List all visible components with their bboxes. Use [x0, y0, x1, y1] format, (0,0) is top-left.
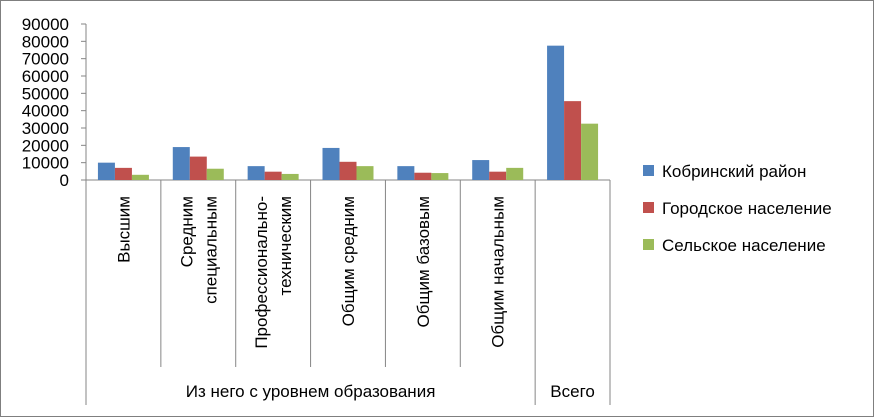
- bar-3-1: [131, 174, 149, 180]
- bar-3-2: [206, 168, 224, 180]
- y-tick-label: 30000: [22, 119, 69, 138]
- y-tick-label: 60000: [22, 67, 69, 86]
- y-tick-label: 40000: [22, 102, 69, 121]
- bar-1-7: [547, 45, 565, 180]
- group-labels: Из него с уровнем образования Всего: [186, 382, 595, 401]
- legend-label: Кобринский район: [662, 162, 806, 181]
- bar-3-5: [431, 173, 449, 180]
- y-tick-label: 0: [60, 171, 69, 190]
- bar-1-4: [322, 147, 340, 180]
- legend-swatch: [643, 202, 654, 213]
- bar-2-3: [264, 171, 282, 180]
- legend-swatch: [643, 239, 654, 250]
- bar-2-6: [489, 171, 507, 180]
- bar-1-2: [172, 147, 190, 180]
- legend: Кобринский район Городское население Сельс…: [643, 162, 832, 255]
- bar-1-1: [97, 162, 115, 180]
- category-label: Средним: [177, 196, 196, 267]
- group-label: Всего: [550, 382, 595, 401]
- category-label: Профессионально-: [252, 196, 271, 349]
- bar-3-7: [581, 123, 599, 180]
- bar-2-1: [114, 167, 132, 180]
- legend-label: Сельское население: [662, 236, 826, 255]
- category-label: техническим: [276, 196, 295, 296]
- y-tick-label: 70000: [22, 50, 69, 69]
- category-label: Общим начальным: [489, 196, 508, 348]
- bar-2-5: [414, 172, 432, 180]
- category-label: специальным: [201, 196, 220, 304]
- category-label: Общим базовым: [414, 196, 433, 327]
- y-tick-label: 80000: [22, 32, 69, 51]
- bar-1-3: [247, 166, 265, 180]
- group-label: Из него с уровнем образования: [186, 382, 436, 401]
- bar-2-2: [189, 156, 207, 180]
- legend-swatch: [643, 165, 654, 176]
- y-tick-labels: 0100002000030000400005000060000700008000…: [22, 15, 69, 190]
- bar-3-4: [356, 166, 374, 180]
- y-tick-label: 10000: [22, 154, 69, 173]
- bar-1-5: [397, 166, 415, 180]
- y-tick-label: 50000: [22, 84, 69, 103]
- bar-3-6: [506, 167, 524, 180]
- category-label: Общим средним: [339, 196, 358, 326]
- category-labels: Высшим Средним специальным Профессионально-…: [114, 196, 507, 349]
- bar-2-7: [564, 101, 582, 180]
- bar-2-4: [339, 161, 357, 180]
- bar-3-3: [281, 173, 299, 180]
- bars: [97, 45, 599, 180]
- bar-1-6: [472, 160, 490, 180]
- y-tick-label: 20000: [22, 136, 69, 155]
- category-label: Высшим: [114, 196, 133, 263]
- y-tick-label: 90000: [22, 15, 69, 34]
- legend-label: Городское население: [662, 199, 832, 218]
